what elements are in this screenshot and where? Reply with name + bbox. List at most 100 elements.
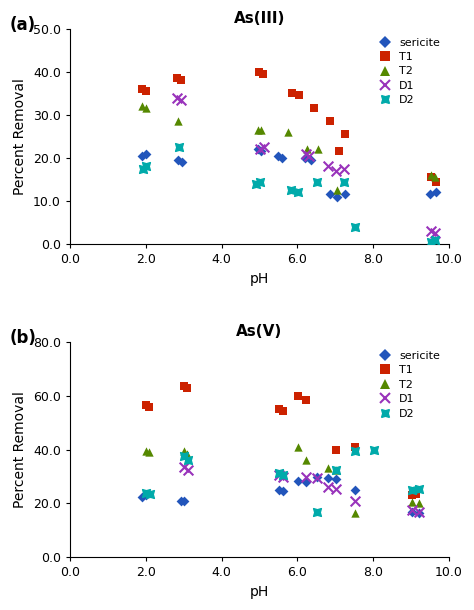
- Point: [325, 483, 332, 492]
- Point: [275, 485, 283, 495]
- Point: [408, 497, 416, 507]
- Point: [180, 381, 187, 391]
- Point: [426, 190, 434, 199]
- Y-axis label: Percent Removal: Percent Removal: [13, 391, 27, 508]
- Point: [138, 151, 146, 160]
- Point: [351, 442, 359, 452]
- Point: [351, 485, 359, 495]
- Point: [253, 179, 260, 188]
- Point: [333, 185, 341, 195]
- Point: [254, 125, 261, 135]
- Point: [332, 465, 340, 475]
- Point: [332, 475, 340, 484]
- Point: [146, 489, 154, 499]
- Point: [306, 151, 313, 160]
- Point: [174, 155, 182, 165]
- Point: [332, 465, 340, 475]
- Point: [146, 448, 153, 458]
- Point: [325, 464, 332, 473]
- Point: [303, 145, 310, 154]
- Point: [340, 163, 347, 173]
- Point: [302, 395, 310, 405]
- Point: [257, 125, 265, 135]
- Point: [275, 404, 283, 414]
- Title: As(III): As(III): [234, 11, 285, 26]
- Point: [427, 173, 435, 182]
- Point: [431, 173, 438, 182]
- Point: [142, 104, 149, 113]
- Text: (b): (b): [9, 329, 36, 347]
- Point: [294, 391, 302, 401]
- Point: [313, 177, 321, 187]
- Point: [146, 402, 153, 412]
- Point: [181, 451, 188, 461]
- Point: [416, 508, 423, 518]
- Point: [351, 222, 359, 232]
- Point: [408, 485, 416, 495]
- Point: [259, 69, 267, 79]
- Point: [416, 507, 423, 517]
- Point: [183, 449, 191, 459]
- Point: [174, 117, 182, 126]
- Point: [278, 153, 286, 163]
- Point: [335, 146, 343, 156]
- Point: [302, 149, 310, 159]
- Point: [175, 142, 182, 152]
- Point: [183, 383, 191, 393]
- Point: [427, 226, 435, 236]
- Point: [332, 445, 340, 454]
- Point: [142, 490, 149, 500]
- Point: [431, 235, 438, 245]
- Point: [254, 145, 261, 154]
- Point: [138, 101, 146, 111]
- Legend: sericite, T1, T2, D1, D2: sericite, T1, T2, D1, D2: [370, 348, 443, 422]
- Point: [294, 476, 302, 486]
- Point: [279, 487, 287, 497]
- Point: [177, 76, 184, 85]
- Point: [255, 67, 263, 77]
- Point: [325, 162, 332, 171]
- Text: (a): (a): [9, 16, 36, 34]
- Point: [301, 153, 309, 163]
- Point: [279, 472, 287, 481]
- Point: [184, 465, 192, 475]
- Point: [177, 95, 184, 104]
- X-axis label: pH: pH: [250, 271, 269, 285]
- Y-axis label: Percent Removal: Percent Removal: [13, 78, 27, 195]
- Point: [351, 496, 359, 506]
- Point: [302, 472, 310, 481]
- Point: [370, 445, 378, 454]
- Point: [284, 127, 292, 137]
- Point: [416, 498, 423, 508]
- Point: [294, 442, 302, 452]
- Point: [257, 146, 265, 156]
- Point: [294, 187, 302, 197]
- Point: [274, 151, 282, 160]
- Point: [313, 507, 321, 517]
- Point: [178, 157, 185, 167]
- Point: [287, 185, 294, 195]
- Point: [433, 177, 440, 187]
- Point: [412, 489, 419, 499]
- Point: [341, 129, 348, 139]
- Point: [142, 149, 149, 159]
- Point: [427, 237, 435, 246]
- Point: [173, 93, 181, 102]
- Point: [275, 468, 283, 478]
- Point: [340, 177, 347, 187]
- X-axis label: pH: pH: [250, 585, 269, 599]
- Point: [138, 492, 146, 501]
- Point: [143, 488, 150, 498]
- Point: [332, 484, 340, 493]
- Point: [431, 228, 438, 238]
- Point: [181, 462, 188, 472]
- Point: [341, 190, 348, 199]
- Point: [139, 163, 146, 173]
- Point: [313, 472, 321, 481]
- Point: [313, 473, 321, 483]
- Point: [302, 477, 310, 487]
- Point: [408, 505, 416, 515]
- Point: [275, 470, 283, 480]
- Point: [326, 117, 333, 126]
- Point: [351, 446, 359, 456]
